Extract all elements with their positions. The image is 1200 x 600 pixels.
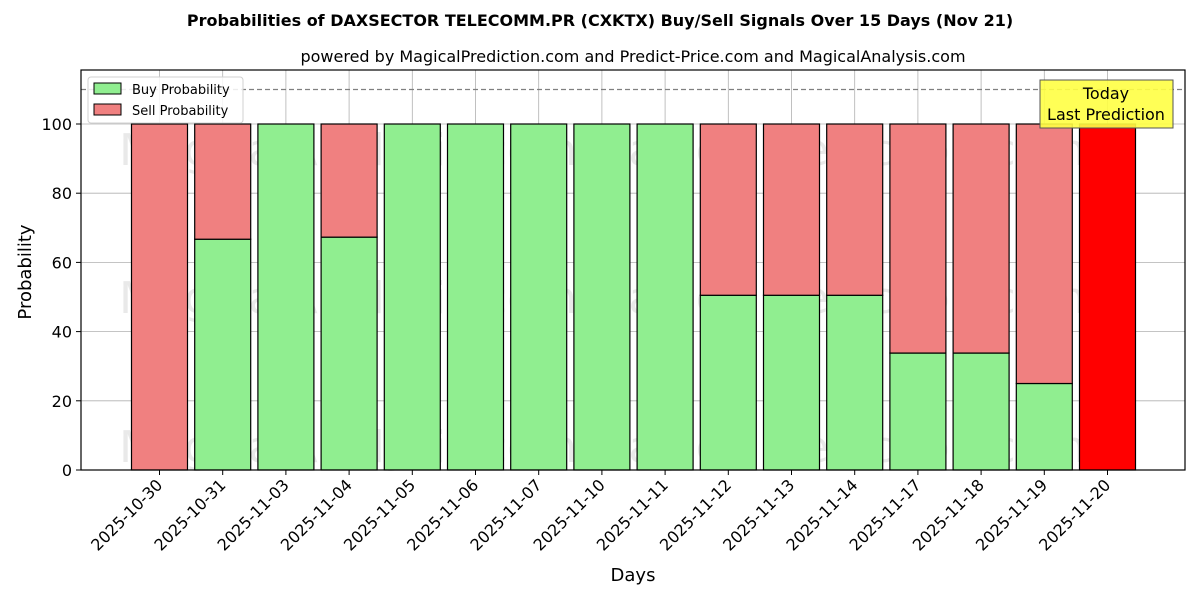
sell-bar	[889, 123, 947, 354]
y-tick-label: 60	[52, 253, 72, 272]
y-tick-label: 80	[52, 184, 72, 203]
legend-box	[87, 76, 244, 124]
x-axis-label: Days	[611, 565, 656, 586]
y-tick-label: 0	[62, 461, 72, 480]
last-prediction-label: Last Prediction	[1047, 105, 1165, 124]
bar-group	[636, 123, 694, 471]
sell-bar	[826, 123, 884, 296]
sell-bar	[320, 123, 378, 238]
y-axis-label: Probability	[15, 224, 36, 319]
sell-bar	[194, 123, 252, 240]
x-axis: 2025-10-302025-10-312025-11-032025-11-04…	[87, 470, 1114, 555]
buy-bar	[573, 123, 631, 471]
plot-frame	[80, 69, 1186, 471]
buy-bar	[699, 294, 757, 471]
today-annotation-box	[1039, 79, 1174, 129]
sell-bar	[130, 123, 189, 471]
buy-bar	[257, 123, 315, 471]
bar-group	[1078, 123, 1137, 471]
bar-group	[573, 123, 631, 471]
buy-bar	[320, 236, 378, 471]
buy-bar	[383, 123, 441, 471]
sell-bar	[1015, 123, 1073, 385]
y-tick-label: 100	[41, 115, 72, 134]
today-annotation: Today Last Prediction	[1039, 79, 1174, 129]
y-axis: 0 20 40 60 80 100	[41, 115, 81, 480]
bars	[130, 123, 1137, 471]
buy-bar	[510, 123, 568, 471]
buy-bar	[446, 123, 505, 471]
bar-group	[699, 123, 757, 471]
buy-bar	[889, 352, 947, 471]
legend: Buy Probability Sell Probability	[87, 76, 244, 124]
buy-bar	[1015, 382, 1073, 471]
legend-sell-label: Sell Probability	[132, 104, 229, 119]
sell-bar	[762, 123, 821, 296]
bar-group	[130, 123, 189, 471]
bar-group	[889, 123, 947, 471]
bar-group	[510, 123, 568, 471]
bar-group	[826, 123, 884, 471]
buy-bar	[826, 294, 884, 471]
legend-buy-label: Buy Probability	[132, 83, 230, 98]
y-tick-label: 20	[52, 392, 72, 411]
bar-group	[446, 123, 505, 471]
legend-buy-swatch	[93, 82, 122, 95]
sell-bar	[699, 123, 757, 296]
sell-bar	[952, 123, 1010, 354]
buy-bar	[762, 294, 821, 471]
buy-bar	[952, 352, 1010, 471]
bar-group	[194, 123, 252, 471]
chart-subtitle: powered by MagicalPrediction.com and Pre…	[300, 47, 965, 66]
bar-group	[762, 123, 821, 471]
buy-bar	[636, 123, 694, 471]
bar-group	[257, 123, 315, 471]
bar-group	[1015, 123, 1073, 471]
buy-bar	[194, 238, 252, 471]
y-tick-label: 40	[52, 323, 72, 342]
chart-title: Probabilities of DAXSECTOR TELECOMM.PR (…	[187, 11, 1013, 30]
bar-group	[320, 123, 378, 471]
bar-group	[952, 123, 1010, 471]
today-bar	[1078, 123, 1137, 471]
bar-group	[383, 123, 441, 471]
legend-sell-swatch	[93, 103, 122, 116]
today-label: Today	[1082, 84, 1129, 103]
